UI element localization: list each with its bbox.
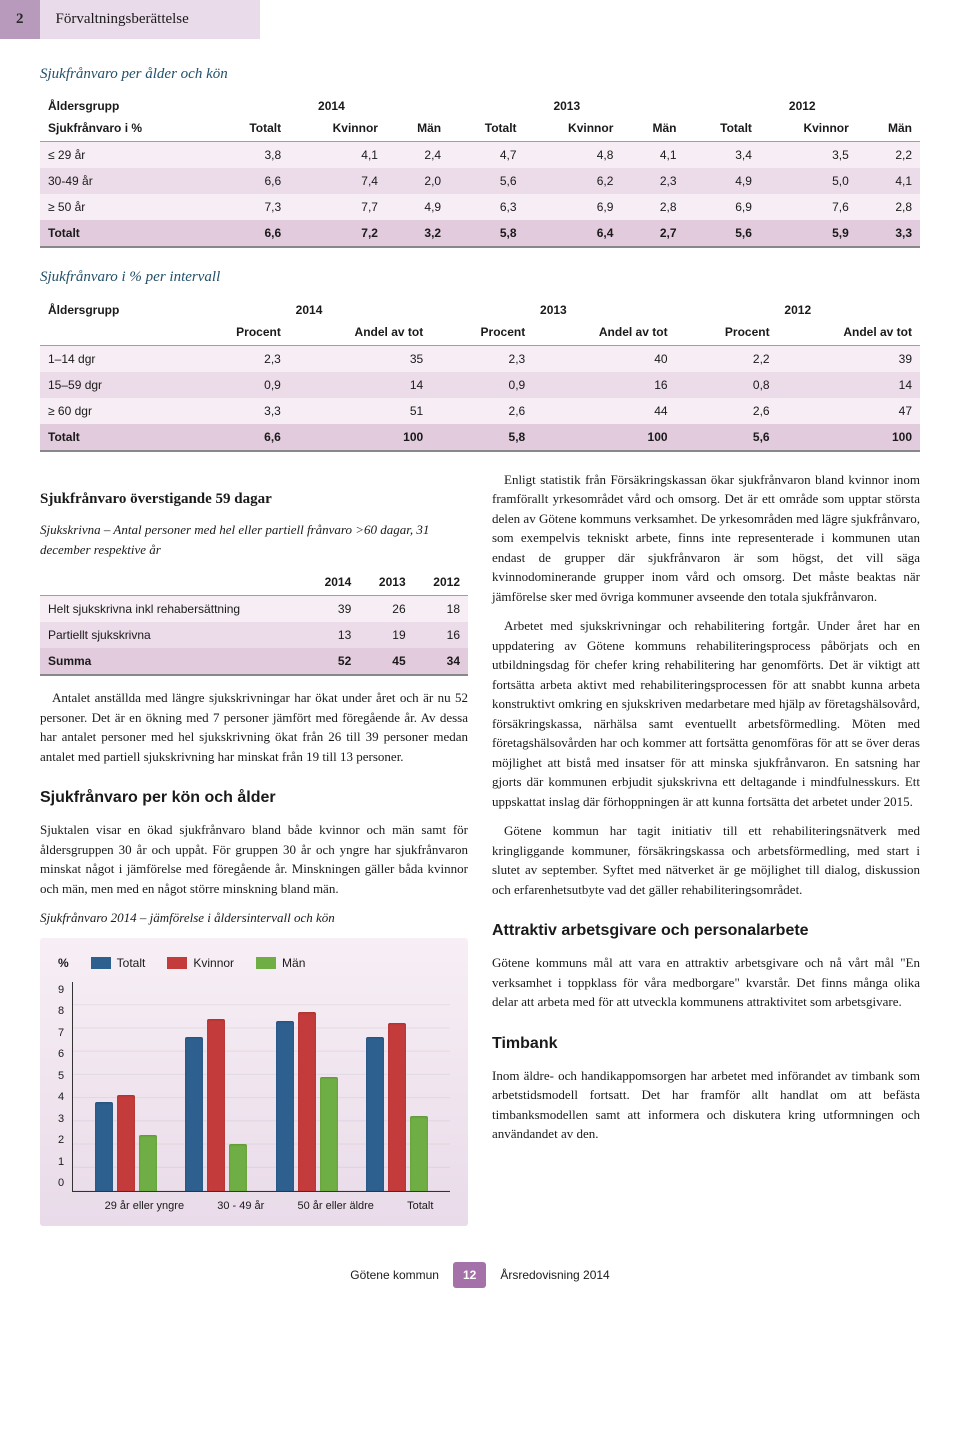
page-number: 2 <box>0 0 40 39</box>
table-row: ≥ 50 år7,37,74,96,36,92,86,97,62,8 <box>40 194 920 220</box>
table-sjukskrivna: 201420132012Helt sjukskrivna inkl rehabe… <box>40 569 468 676</box>
page-header: 2 Förvaltningsberättelse <box>0 0 960 39</box>
table-row: 1–14 dgr2,3352,3402,239 <box>40 345 920 372</box>
bar-group <box>95 982 157 1191</box>
x-label: 29 år eller yngre <box>105 1198 185 1215</box>
table1-subcol: Kvinnor <box>289 115 386 142</box>
chart-caption: Sjukfrånvaro 2014 – jämförelse i åldersi… <box>40 908 468 928</box>
heading-kon-alder: Sjukfrånvaro per kön och ålder <box>40 786 468 810</box>
table2-subcol: Andel av tot <box>289 319 431 346</box>
bar-group <box>276 982 338 1191</box>
footer-right: Årsredovisning 2014 <box>500 1266 609 1284</box>
table-total-row: Totalt6,67,23,25,86,42,75,65,93,3 <box>40 220 920 247</box>
footer-page-number: 12 <box>453 1262 486 1288</box>
bar <box>139 1135 157 1191</box>
para-right-2: Arbetet med sjukskrivningar och rehabili… <box>492 616 920 811</box>
bar <box>117 1095 135 1190</box>
table2-subcol: Procent <box>187 319 289 346</box>
table1-subcol: Totalt <box>685 115 760 142</box>
table1-subcol: Män <box>621 115 684 142</box>
bar <box>298 1012 316 1191</box>
table2-subcol: Procent <box>431 319 533 346</box>
table-row: Helt sjukskrivna inkl rehabersättning392… <box>40 596 468 623</box>
table-row: 30-49 år6,67,42,05,66,22,34,95,04,1 <box>40 168 920 194</box>
para-right-3: Götene kommun har tagit initiativ till e… <box>492 821 920 899</box>
para-left-1: Antalet anställda med längre sjukskrivni… <box>40 688 468 766</box>
table-row: 15–59 dgr0,9140,9160,814 <box>40 372 920 398</box>
table1-subcol: Män <box>386 115 449 142</box>
table1-year: 2014 <box>214 93 449 115</box>
table3-year: 2013 <box>359 569 413 596</box>
table-total-row: Totalt6,61005,81005,6100 <box>40 424 920 451</box>
table1-col1-label: Åldersgrupp <box>40 93 214 115</box>
table3-year: 2012 <box>414 569 468 596</box>
heading-59days: Sjukfrånvaro överstigande 59 dagar <box>40 488 468 511</box>
legend-item: Totalt <box>91 954 146 972</box>
para-left-2: Sjuktalen visar en ökad sjukfrånvaro bla… <box>40 820 468 898</box>
legend-item: Män <box>256 954 305 972</box>
table1-subcol: Kvinnor <box>760 115 857 142</box>
bar <box>276 1021 294 1191</box>
chart-legend: %TotaltKvinnorMän <box>58 954 450 972</box>
para-right-5: Inom äldre- och handikappomsorgen har ar… <box>492 1066 920 1144</box>
table2-year: 2012 <box>676 297 920 319</box>
table2-col1-label: Åldersgrupp <box>40 297 187 319</box>
bar <box>229 1144 247 1190</box>
table-age-gender: Åldersgrupp201420132012Sjukfrånvaro i %T… <box>40 93 920 248</box>
bar <box>366 1037 384 1190</box>
table-row: ≤ 29 år3,84,12,44,74,84,13,43,52,2 <box>40 142 920 169</box>
bar-chart: %TotaltKvinnorMän987654321029 år eller y… <box>40 938 468 1227</box>
table-row: Partiellt sjukskrivna131916 <box>40 622 468 648</box>
table2-subcol: Andel av tot <box>778 319 920 346</box>
bar-group <box>185 982 247 1191</box>
table1-year: 2012 <box>685 93 920 115</box>
table2-title: Sjukfrånvaro i % per intervall <box>40 266 920 289</box>
section-title: Förvaltningsberättelse <box>40 0 260 39</box>
x-label: 30 - 49 år <box>217 1198 264 1215</box>
table-interval: Åldersgrupp201420132012ProcentAndel av t… <box>40 297 920 452</box>
heading-timbank: Timbank <box>492 1032 920 1056</box>
chart-plot <box>72 982 450 1192</box>
caption-59days: Sjukskrivna – Antal personer med hel ell… <box>40 520 468 559</box>
x-label: 50 år eller äldre <box>297 1198 373 1215</box>
bar <box>320 1077 338 1191</box>
footer-left: Götene kommun <box>350 1266 439 1284</box>
table1-subcol: Män <box>857 115 920 142</box>
table-total-row: Summa524534 <box>40 648 468 675</box>
bar <box>388 1023 406 1190</box>
bar-group <box>366 982 428 1191</box>
table2-subcol: Procent <box>676 319 778 346</box>
table1-year: 2013 <box>449 93 684 115</box>
legend-item: Kvinnor <box>167 954 234 972</box>
table3-year: 2014 <box>305 569 359 596</box>
bar <box>207 1019 225 1191</box>
x-label: Totalt <box>407 1198 433 1215</box>
table2-subcol: Andel av tot <box>533 319 675 346</box>
para-right-1: Enligt statistik från Försäkringskassan … <box>492 470 920 607</box>
table1-title: Sjukfrånvaro per ålder och kön <box>40 63 920 86</box>
para-right-4: Götene kommuns mål att vara en attraktiv… <box>492 953 920 1012</box>
chart-y-axis: 9876543210 <box>58 982 72 1192</box>
bar <box>185 1037 203 1190</box>
table2-year: 2013 <box>431 297 675 319</box>
bar <box>410 1116 428 1190</box>
table1-subcol: Kvinnor <box>525 115 622 142</box>
table-row: ≥ 60 dgr3,3512,6442,647 <box>40 398 920 424</box>
table2-year: 2014 <box>187 297 431 319</box>
table1-col2-label: Sjukfrånvaro i % <box>40 115 214 142</box>
heading-attraktiv: Attraktiv arbetsgivare och personalarbet… <box>492 919 920 943</box>
chart-x-axis: 29 år eller yngre 30 - 49 år 50 år eller ä… <box>58 1198 450 1215</box>
page-footer: Götene kommun 12 Årsredovisning 2014 <box>40 1262 920 1288</box>
table1-subcol: Totalt <box>449 115 524 142</box>
bar <box>95 1102 113 1190</box>
table1-subcol: Totalt <box>214 115 289 142</box>
